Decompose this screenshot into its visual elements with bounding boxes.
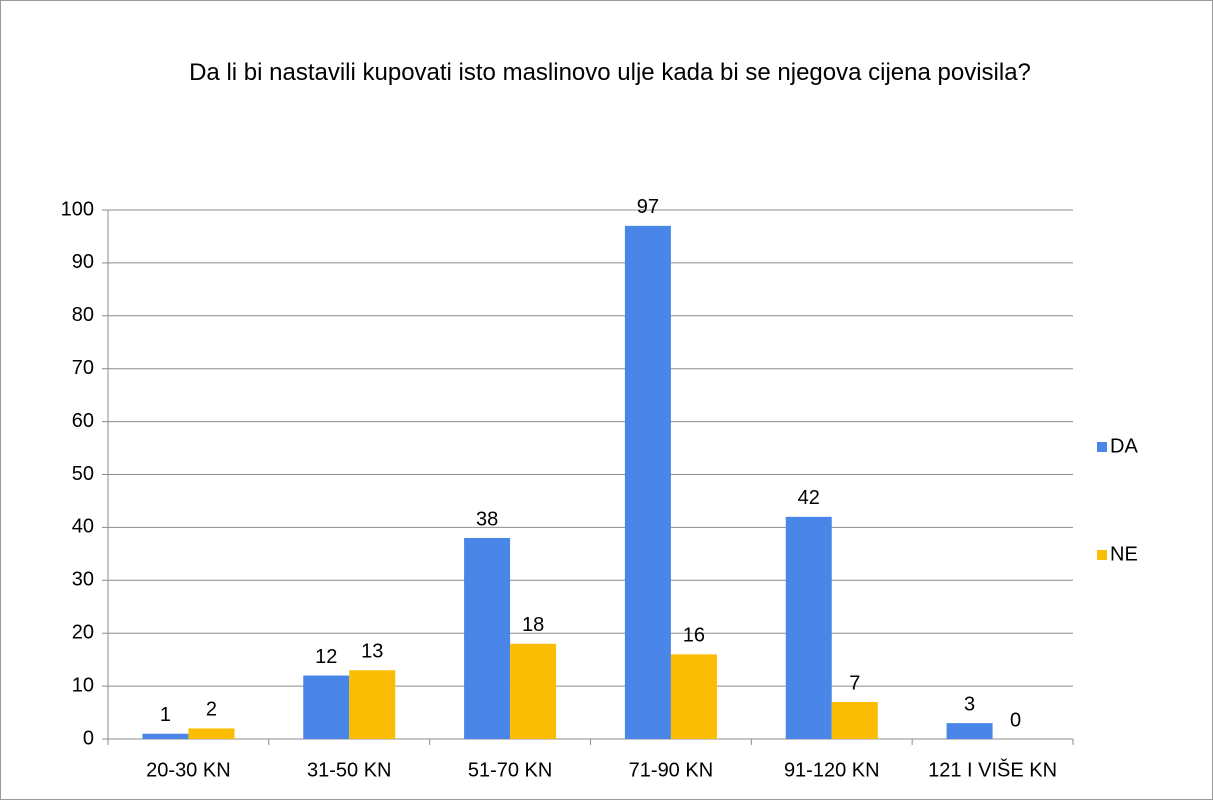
x-tick-label: 121 I VIŠE KN	[928, 758, 1057, 781]
chart-title: Da li bi nastavili kupovati isto maslino…	[189, 59, 1031, 86]
y-tick-label: 70	[72, 357, 94, 379]
y-tick-label: 50	[72, 463, 94, 485]
bar	[142, 733, 189, 739]
x-tick-label: 51-70 KN	[468, 759, 553, 781]
data-label: 7	[849, 672, 860, 694]
y-tick-label: 60	[72, 410, 94, 432]
bar	[349, 670, 396, 739]
data-label: 18	[522, 614, 544, 636]
data-label: 38	[476, 508, 498, 530]
data-label: 2	[206, 699, 217, 721]
bar	[785, 516, 832, 739]
data-label: 42	[798, 487, 820, 509]
legend-label: DA	[1110, 435, 1138, 457]
x-tick-label: 20-30 KN	[146, 759, 231, 781]
bar	[464, 537, 511, 739]
data-label: 97	[637, 196, 659, 218]
y-tick-label: 10	[72, 674, 94, 696]
y-tick-label: 30	[72, 569, 94, 591]
data-label: 3	[964, 693, 975, 715]
legend-swatch	[1097, 442, 1107, 452]
x-tick-label: 71-90 KN	[629, 759, 714, 781]
y-tick-label: 20	[72, 621, 94, 643]
data-label: 13	[361, 641, 383, 663]
legend-label: NE	[1110, 543, 1138, 565]
bar	[303, 675, 350, 739]
y-tick-label: 80	[72, 304, 94, 326]
bar	[670, 654, 717, 739]
data-label: 16	[683, 625, 705, 647]
bar	[946, 723, 993, 739]
data-label: 1	[160, 704, 171, 726]
x-tick-label: 31-50 KN	[307, 759, 392, 781]
y-tick-label: 0	[83, 727, 94, 749]
legend-swatch	[1097, 550, 1107, 560]
y-tick-label: 40	[72, 516, 94, 538]
bar	[188, 728, 235, 739]
data-label: 0	[1010, 709, 1021, 731]
y-tick-label: 90	[72, 251, 94, 273]
data-label: 12	[315, 646, 337, 668]
bar	[510, 643, 557, 739]
bar	[624, 225, 671, 739]
bar	[831, 701, 878, 739]
x-tick-label: 91-120 KN	[784, 759, 880, 781]
y-tick-label: 100	[61, 198, 94, 220]
